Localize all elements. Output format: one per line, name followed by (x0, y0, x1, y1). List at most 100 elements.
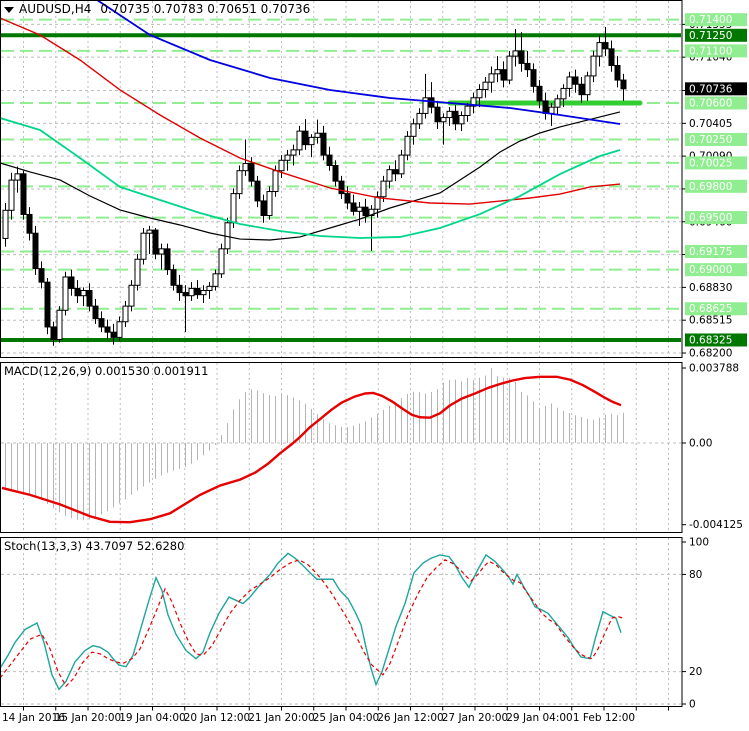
time-axis-label: 19 Jan 04:00 (119, 712, 185, 724)
bull-candle (308, 136, 315, 146)
bear-candle (170, 269, 177, 286)
bull-candle (440, 117, 447, 123)
bull-candle (368, 208, 375, 216)
bull-candle (458, 115, 465, 125)
stoch-axis-label: 80 (689, 569, 702, 581)
bull-candle (158, 248, 165, 255)
level-price-tag (685, 302, 747, 316)
level-price-tag (685, 263, 747, 277)
svg-text:0.71100: 0.71100 (689, 45, 732, 57)
macd-pane-series (1, 368, 624, 524)
macd-signal-line (1, 375, 622, 524)
bull-candle (188, 287, 195, 297)
bear-candle (104, 326, 111, 333)
bull-candle (482, 81, 489, 90)
time-axis-label: 29 Jan 04:00 (506, 712, 572, 724)
key-level-price-tag (685, 333, 747, 347)
bull-candle (122, 305, 129, 323)
level-price-tag (685, 44, 747, 58)
bear-candle (542, 100, 549, 114)
svg-text:0.69175: 0.69175 (689, 246, 732, 258)
time-axis-label: 27 Jan 20:00 (442, 712, 508, 724)
level-price-tag (685, 156, 747, 170)
pane-border (0, 537, 683, 707)
bull-candle (62, 276, 69, 311)
ohlc-quote-label: 0.70735 0.70783 0.70651 0.70736 (100, 2, 311, 16)
bull-candle (410, 123, 417, 137)
price-axis-label: 0.70405 (689, 118, 732, 130)
bull-candle (398, 154, 405, 175)
bear-candle (74, 287, 81, 297)
macd-axis-label: 0.003788 (689, 362, 739, 374)
stoch-axis-label: 100 (689, 537, 709, 549)
bull-candle (134, 258, 141, 286)
bull-candle (56, 309, 63, 340)
bull-candle (560, 87, 567, 100)
bull-candle (386, 169, 393, 182)
level-price-tag (685, 179, 747, 193)
bear-candle (620, 79, 627, 90)
svg-text:0.70600: 0.70600 (689, 98, 732, 110)
bull-candle (14, 173, 21, 181)
bear-candle (44, 281, 51, 328)
bear-candle (86, 290, 93, 307)
bull-candle (548, 106, 555, 114)
bear-candle (326, 154, 333, 166)
stoch-indicator-label: Stoch(13,3,3) 43.7097 52.6280 (4, 539, 185, 553)
svg-text:0.69000: 0.69000 (689, 264, 732, 276)
bear-candle (602, 42, 609, 50)
bear-candle (392, 169, 399, 175)
bear-candle (260, 200, 267, 217)
ma-springgreen (0, 117, 621, 239)
svg-text:0.70025: 0.70025 (689, 157, 732, 169)
time-axis-label: 20 Jan 12:00 (184, 712, 250, 724)
bear-candle (164, 248, 171, 271)
bear-candle (152, 229, 159, 255)
bear-candle (92, 305, 99, 320)
bear-candle (254, 180, 261, 202)
bull-candle (236, 170, 243, 195)
bull-candle (290, 149, 297, 156)
bull-candle (404, 135, 411, 156)
bull-candle (464, 105, 471, 116)
bear-candle (350, 202, 357, 212)
bull-candle (140, 232, 147, 260)
chevron-down-icon[interactable] (4, 7, 14, 13)
bull-candle (242, 162, 249, 172)
bear-candle (110, 331, 117, 338)
bull-candle (2, 209, 9, 239)
bull-candle (554, 98, 561, 108)
bear-candle (434, 106, 441, 123)
bear-candle (302, 130, 309, 146)
bull-candle (476, 88, 483, 99)
svg-text:0.68625: 0.68625 (689, 303, 732, 315)
bull-candle (272, 170, 279, 193)
bull-candle (566, 76, 573, 89)
bull-candle (494, 69, 501, 75)
bull-candle (212, 273, 219, 287)
macd-axis-label: -0.004125 (689, 519, 743, 531)
svg-text:0.70736: 0.70736 (689, 83, 733, 95)
bull-candle (470, 97, 477, 107)
macd-indicator-label: MACD(12,26,9) 0.001530 0.001911 (4, 364, 209, 378)
bull-candle (374, 196, 381, 210)
svg-text:0.70250: 0.70250 (689, 134, 732, 146)
bear-candle (26, 213, 33, 234)
bull-candle (128, 284, 135, 307)
bull-candle (200, 290, 207, 296)
bull-candle (416, 112, 423, 125)
bear-candle (536, 85, 543, 102)
ma-black (0, 111, 621, 241)
level-price-tag (685, 244, 747, 258)
key-level-price-tag (685, 28, 747, 42)
bear-candle (614, 65, 621, 81)
bear-candle (338, 180, 345, 195)
bull-candle (314, 132, 321, 138)
price-axis-label: 0.68515 (689, 315, 732, 327)
bull-candle (266, 191, 273, 217)
bull-candle (284, 154, 291, 161)
level-price-tag (685, 96, 747, 110)
bear-candle (518, 50, 525, 64)
